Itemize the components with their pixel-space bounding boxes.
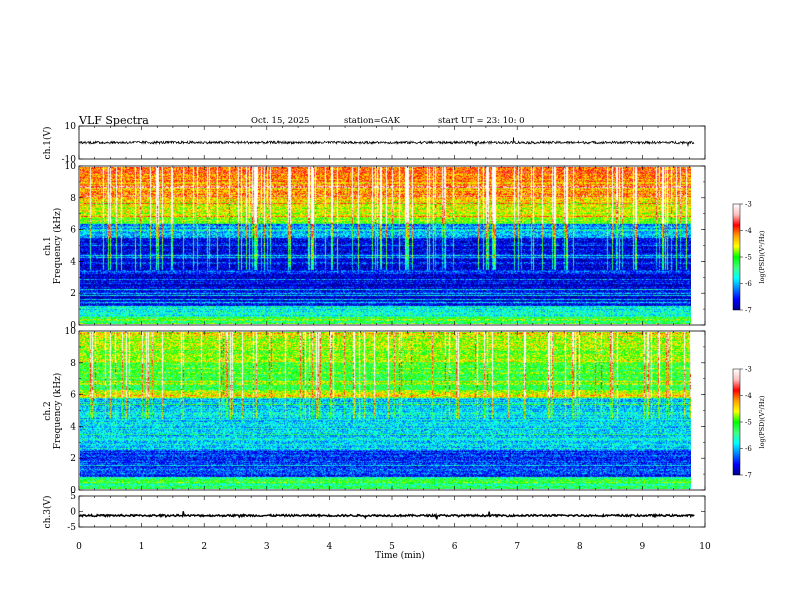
ch3-waveform-ylabel: ch.3(V) (42, 496, 53, 529)
colorbar-tick-label: -4 (745, 392, 752, 400)
x-tick-label: 5 (389, 542, 395, 552)
y-tick-label: 10 (65, 122, 77, 132)
colorbar-tick-label: -5 (745, 254, 752, 262)
ch2-colorbar-label: log(PSD)(V²/Hz) (758, 395, 766, 448)
y-tick-label: -5 (67, 523, 76, 533)
ch1-waveform-ylabel: ch.1(V) (42, 127, 53, 160)
colorbar-tick-label: -3 (745, 366, 752, 374)
y-tick-label: 10 (65, 162, 77, 172)
x-tick-label: 2 (201, 542, 207, 552)
y-tick-label: -10 (62, 155, 77, 165)
y-tick-label: 0 (70, 321, 76, 331)
x-tick-label: 9 (640, 542, 646, 552)
station-label: station=GAK (344, 116, 401, 126)
colorbar-tick-label: -7 (745, 307, 752, 315)
colorbar-tick-label: -6 (745, 445, 752, 453)
ch1-spectrogram-image (80, 167, 691, 324)
ch3-waveform-frame (78, 495, 706, 528)
y-tick-label: 8 (70, 359, 76, 369)
y-tick-label: 4 (70, 257, 76, 267)
ch1-frequency-ylabel: Frequency (kHz) (52, 208, 63, 285)
x-tick-label: 3 (264, 542, 270, 552)
x-tick-label: 8 (577, 542, 583, 552)
ch3-waveform-trace (78, 511, 695, 520)
colorbar-tick-label: -7 (745, 472, 752, 480)
x-tick-label: 6 (452, 542, 458, 552)
y-tick-label: 6 (70, 391, 76, 401)
ch1-colorbar-label: log(PSD)(V²/Hz) (758, 230, 766, 283)
x-tick-label: 7 (514, 542, 520, 552)
colorbar-tick-label: -6 (745, 280, 752, 288)
date-label: Oct. 15, 2025 (251, 116, 309, 126)
x-tick-label: 4 (327, 542, 333, 552)
x-tick-label: 1 (139, 542, 145, 552)
colorbar-tick-label: -3 (745, 201, 752, 209)
colorbar-tick-label: -4 (745, 227, 752, 235)
ch2-frequency-ylabel: Frequency (kHz) (52, 373, 63, 450)
start-time-label: start UT = 23: 10: 0 (438, 116, 525, 126)
ch1-colorbar (732, 203, 741, 311)
y-tick-label: 4 (70, 422, 76, 432)
ch2-channel-ylabel: ch.2 (43, 401, 53, 420)
y-tick-label: 10 (65, 327, 77, 337)
ch1-waveform-frame (78, 125, 706, 160)
ch1-channel-ylabel: ch.1 (43, 236, 53, 255)
y-tick-label: 2 (70, 454, 76, 464)
colorbar-tick-label: -5 (745, 419, 752, 427)
y-tick-label: 2 (70, 289, 76, 299)
y-tick-label: 0 (70, 486, 76, 496)
y-tick-label: 5 (70, 492, 76, 502)
axis-ticks-layer: 0 1 2 3 4 5 6 7 8 9 1010-100246810024681050-5-3-4-… (62, 122, 753, 552)
y-tick-label: 6 (70, 226, 76, 236)
ch2-spectrogram-image (80, 332, 691, 489)
x-tick-label: 0 (76, 542, 82, 552)
y-tick-label: 8 (70, 194, 76, 204)
ch1-waveform-trace (78, 137, 695, 147)
y-tick-label: 0 (70, 508, 76, 518)
x-tick-label: 10 (699, 542, 711, 552)
figure-title: VLF Spectra (78, 114, 149, 127)
ch2-colorbar (732, 368, 741, 476)
x-axis-label: Time (min) (375, 550, 425, 561)
